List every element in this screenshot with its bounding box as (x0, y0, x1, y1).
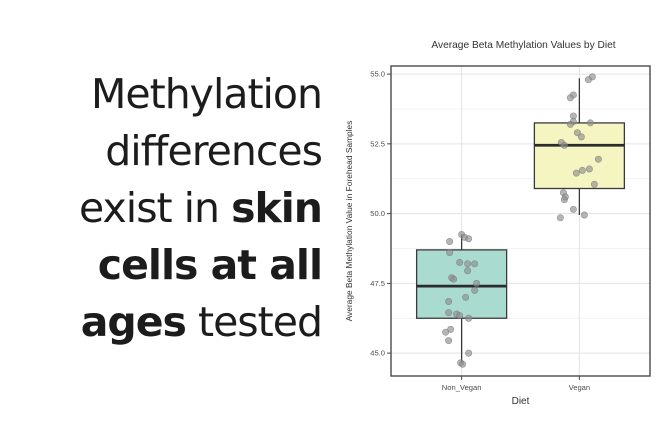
headline-line-2: differences (0, 123, 323, 180)
x-axis: Non_Vegan Vegan (442, 376, 590, 392)
y-axis-title: Average Beta Methylation Value in Forehe… (344, 121, 354, 322)
box-non_vegan (415, 234, 508, 363)
headline-segment: tested (185, 298, 323, 346)
y-tick-label: 55.0 (370, 70, 385, 79)
headline-segment: exist in (79, 184, 232, 232)
boxplot-figure: 45.0 47.5 50.0 52.5 55.0 Non_Vegan Vegan Averag… (330, 0, 667, 423)
headline-line-1: Methylation (0, 66, 323, 123)
chart-title: Average Beta Methylation Values by Diet (431, 40, 615, 51)
x-tick-label-non_vegan: Non_Vegan (442, 383, 482, 392)
jitter-points-non_vegan (442, 231, 481, 368)
headline-bold-segment: cells at all (97, 241, 323, 289)
headline-segment: differences (105, 127, 323, 175)
headline-line-5: ages tested (0, 294, 323, 351)
y-axis: 45.0 47.5 50.0 52.5 55.0 (370, 70, 391, 358)
headline: Methylation differences exist in skin cells… (0, 66, 323, 351)
y-tick-label: 50.0 (370, 209, 385, 218)
y-tick-label: 45.0 (370, 349, 385, 358)
headline-bold-segment: skin (231, 184, 323, 232)
grid-minor (391, 108, 650, 319)
y-tick-label: 47.5 (370, 279, 385, 288)
y-tick-label: 52.5 (370, 139, 385, 148)
headline-line-3: exist in skin (0, 180, 323, 237)
headline-segment: Methylation (91, 70, 323, 118)
panel-border (390, 65, 651, 377)
x-axis-title: Diet (512, 396, 530, 407)
headline-line-4: cells at all (0, 237, 323, 294)
plot-panel (391, 66, 650, 376)
x-tick-label-vegan: Vegan (569, 383, 591, 392)
headline-bold-segment: ages (80, 298, 187, 346)
jitter-points-vegan (556, 73, 602, 222)
methylation-boxplot: 45.0 47.5 50.0 52.5 55.0 Non_Vegan Vegan Averag… (344, 40, 651, 407)
